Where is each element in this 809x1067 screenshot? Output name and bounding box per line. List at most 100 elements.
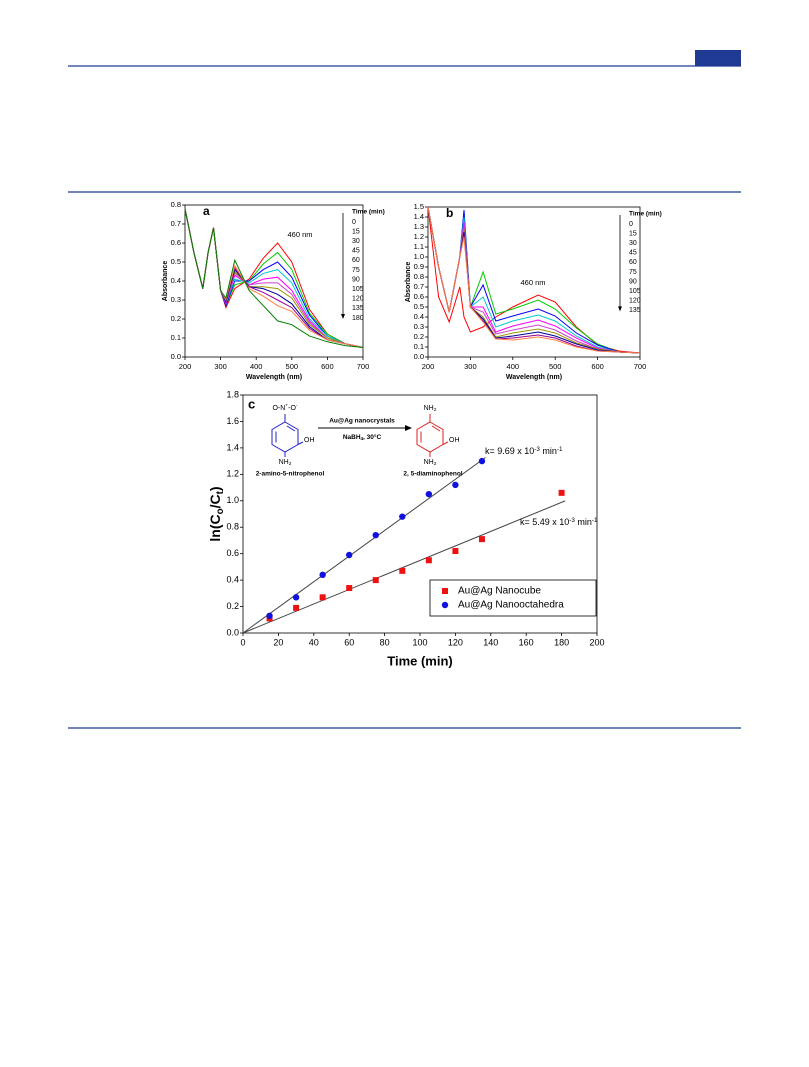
fit-label-part: -1: [592, 517, 598, 524]
x-tick-label: 40: [309, 637, 319, 647]
y-tick-label: 1.5: [414, 202, 424, 211]
legend-entry: 45: [352, 248, 360, 255]
y-tick-label: 0.0: [226, 627, 239, 637]
legend-entry: 75: [629, 269, 637, 276]
legend-entry: 0: [352, 219, 356, 226]
reactant-ring: [271, 414, 304, 457]
legend-marker: [441, 601, 449, 609]
reactant-oh: OH: [304, 437, 315, 444]
y-axis-label-part: t: [215, 490, 226, 494]
spectrum-line: [427, 206, 641, 354]
data-point: [399, 513, 406, 520]
y-tick-label: 1.4: [226, 442, 239, 452]
y-tick-label: 1.1: [414, 242, 424, 251]
data-point: [399, 567, 406, 574]
y-tick-label: 0.8: [171, 200, 181, 209]
reaction-arrow: [318, 425, 412, 431]
fit-line: [242, 500, 566, 634]
x-tick-label: 500: [286, 362, 299, 371]
y-tick-label: 1.3: [414, 222, 424, 231]
x-tick-label: 120: [448, 637, 463, 647]
y-tick-label: 0.2: [226, 601, 239, 611]
data-point: [478, 536, 485, 543]
data-point: [425, 490, 433, 498]
legend-entry: 120: [629, 298, 641, 305]
data-point: [319, 571, 326, 579]
x-tick-label: 200: [179, 362, 192, 371]
legend-entry: 135: [352, 305, 364, 312]
y-tick-label: 0.0: [414, 352, 424, 361]
data-point: [478, 457, 486, 465]
data-point: [558, 489, 565, 496]
x-tick-label: 400: [507, 362, 520, 371]
y-axis-label-part: /C: [207, 494, 223, 508]
nitro-group: O-N+-O-: [272, 404, 297, 412]
y-tick-label: 0.4: [414, 312, 424, 321]
fit-label-part: min: [540, 446, 557, 456]
plot-frame: [184, 204, 364, 358]
legend-title: Time (min): [352, 209, 385, 216]
product-oh: OH: [449, 437, 460, 444]
data-point: [319, 594, 326, 601]
y-tick-label: 0.2: [414, 332, 424, 341]
x-tick-label: 200: [422, 362, 435, 371]
legend-entry: 15: [629, 230, 637, 237]
nitro-group-part: +: [285, 404, 288, 409]
y-tick-label: 0.7: [171, 219, 181, 228]
data-point: [452, 548, 459, 555]
x-tick-label: 600: [321, 362, 334, 371]
panel-label: c: [248, 396, 255, 411]
product-amine-part: NH: [424, 459, 434, 466]
time-arrow-head: [341, 314, 345, 319]
legend-entry: 30: [629, 240, 637, 247]
x-tick-label: 300: [214, 362, 227, 371]
fit-label: k= 5.49 x 10-3 min-1: [520, 517, 598, 528]
y-tick-label: 0.2: [171, 314, 181, 323]
legend-entry: 135: [629, 307, 641, 314]
legend-entry: 105: [629, 288, 641, 295]
y-tick-label: 0.4: [171, 276, 181, 285]
y-tick-label: 1.0: [226, 495, 239, 505]
x-tick-label: 700: [357, 362, 370, 371]
product-amine: NH2: [424, 459, 437, 468]
fit-label-part: min: [575, 517, 592, 527]
legend-entry: Au@Ag Nanooctahedra: [458, 600, 564, 611]
x-tick-label: 500: [549, 362, 562, 371]
fit-label: k= 9.69 x 10-3 min-1: [485, 446, 563, 457]
y-tick-label: 0.8: [414, 272, 424, 281]
data-point: [372, 531, 379, 539]
plot-frame: [427, 206, 641, 358]
nitro-group-part: O-N: [272, 405, 285, 412]
legend-entry: 45: [629, 250, 637, 257]
condition-label-part: NaBH: [343, 434, 361, 441]
legend-title: Time (min): [629, 211, 662, 218]
y-tick-label: 0.9: [414, 262, 424, 271]
y-tick-label: 1.2: [414, 232, 424, 241]
condition-label-part: , 30°C: [363, 433, 381, 441]
legend-entry: 180: [352, 315, 364, 322]
time-arrow-head: [618, 306, 622, 312]
y-tick-label: 0.3: [171, 295, 181, 304]
y-axis-label: Absorbance: [405, 262, 412, 303]
header-tab: [695, 50, 741, 66]
legend-entry: 105: [352, 286, 364, 293]
y-tick-label: 0.5: [414, 302, 424, 311]
legend-entry: 120: [352, 296, 364, 303]
legend-entry: 90: [629, 278, 637, 285]
y-tick-label: 1.6: [226, 416, 239, 426]
x-tick-label: 20: [273, 637, 283, 647]
data-point: [293, 604, 300, 611]
x-tick-label: 100: [412, 637, 427, 647]
legend-marker: [442, 588, 448, 594]
peak-annotation: 460 nm: [520, 278, 545, 287]
y-tick-label: 1.0: [414, 252, 424, 261]
fit-label-part: -1: [557, 446, 563, 453]
y-axis-label-part: o: [215, 508, 226, 514]
data-point: [372, 577, 379, 584]
y-tick-label: 0.3: [414, 322, 424, 331]
product-amine-part: NH: [424, 405, 434, 412]
spectrum-line: [184, 208, 364, 348]
fit-line: [242, 457, 486, 634]
legend-entry: 60: [629, 259, 637, 266]
